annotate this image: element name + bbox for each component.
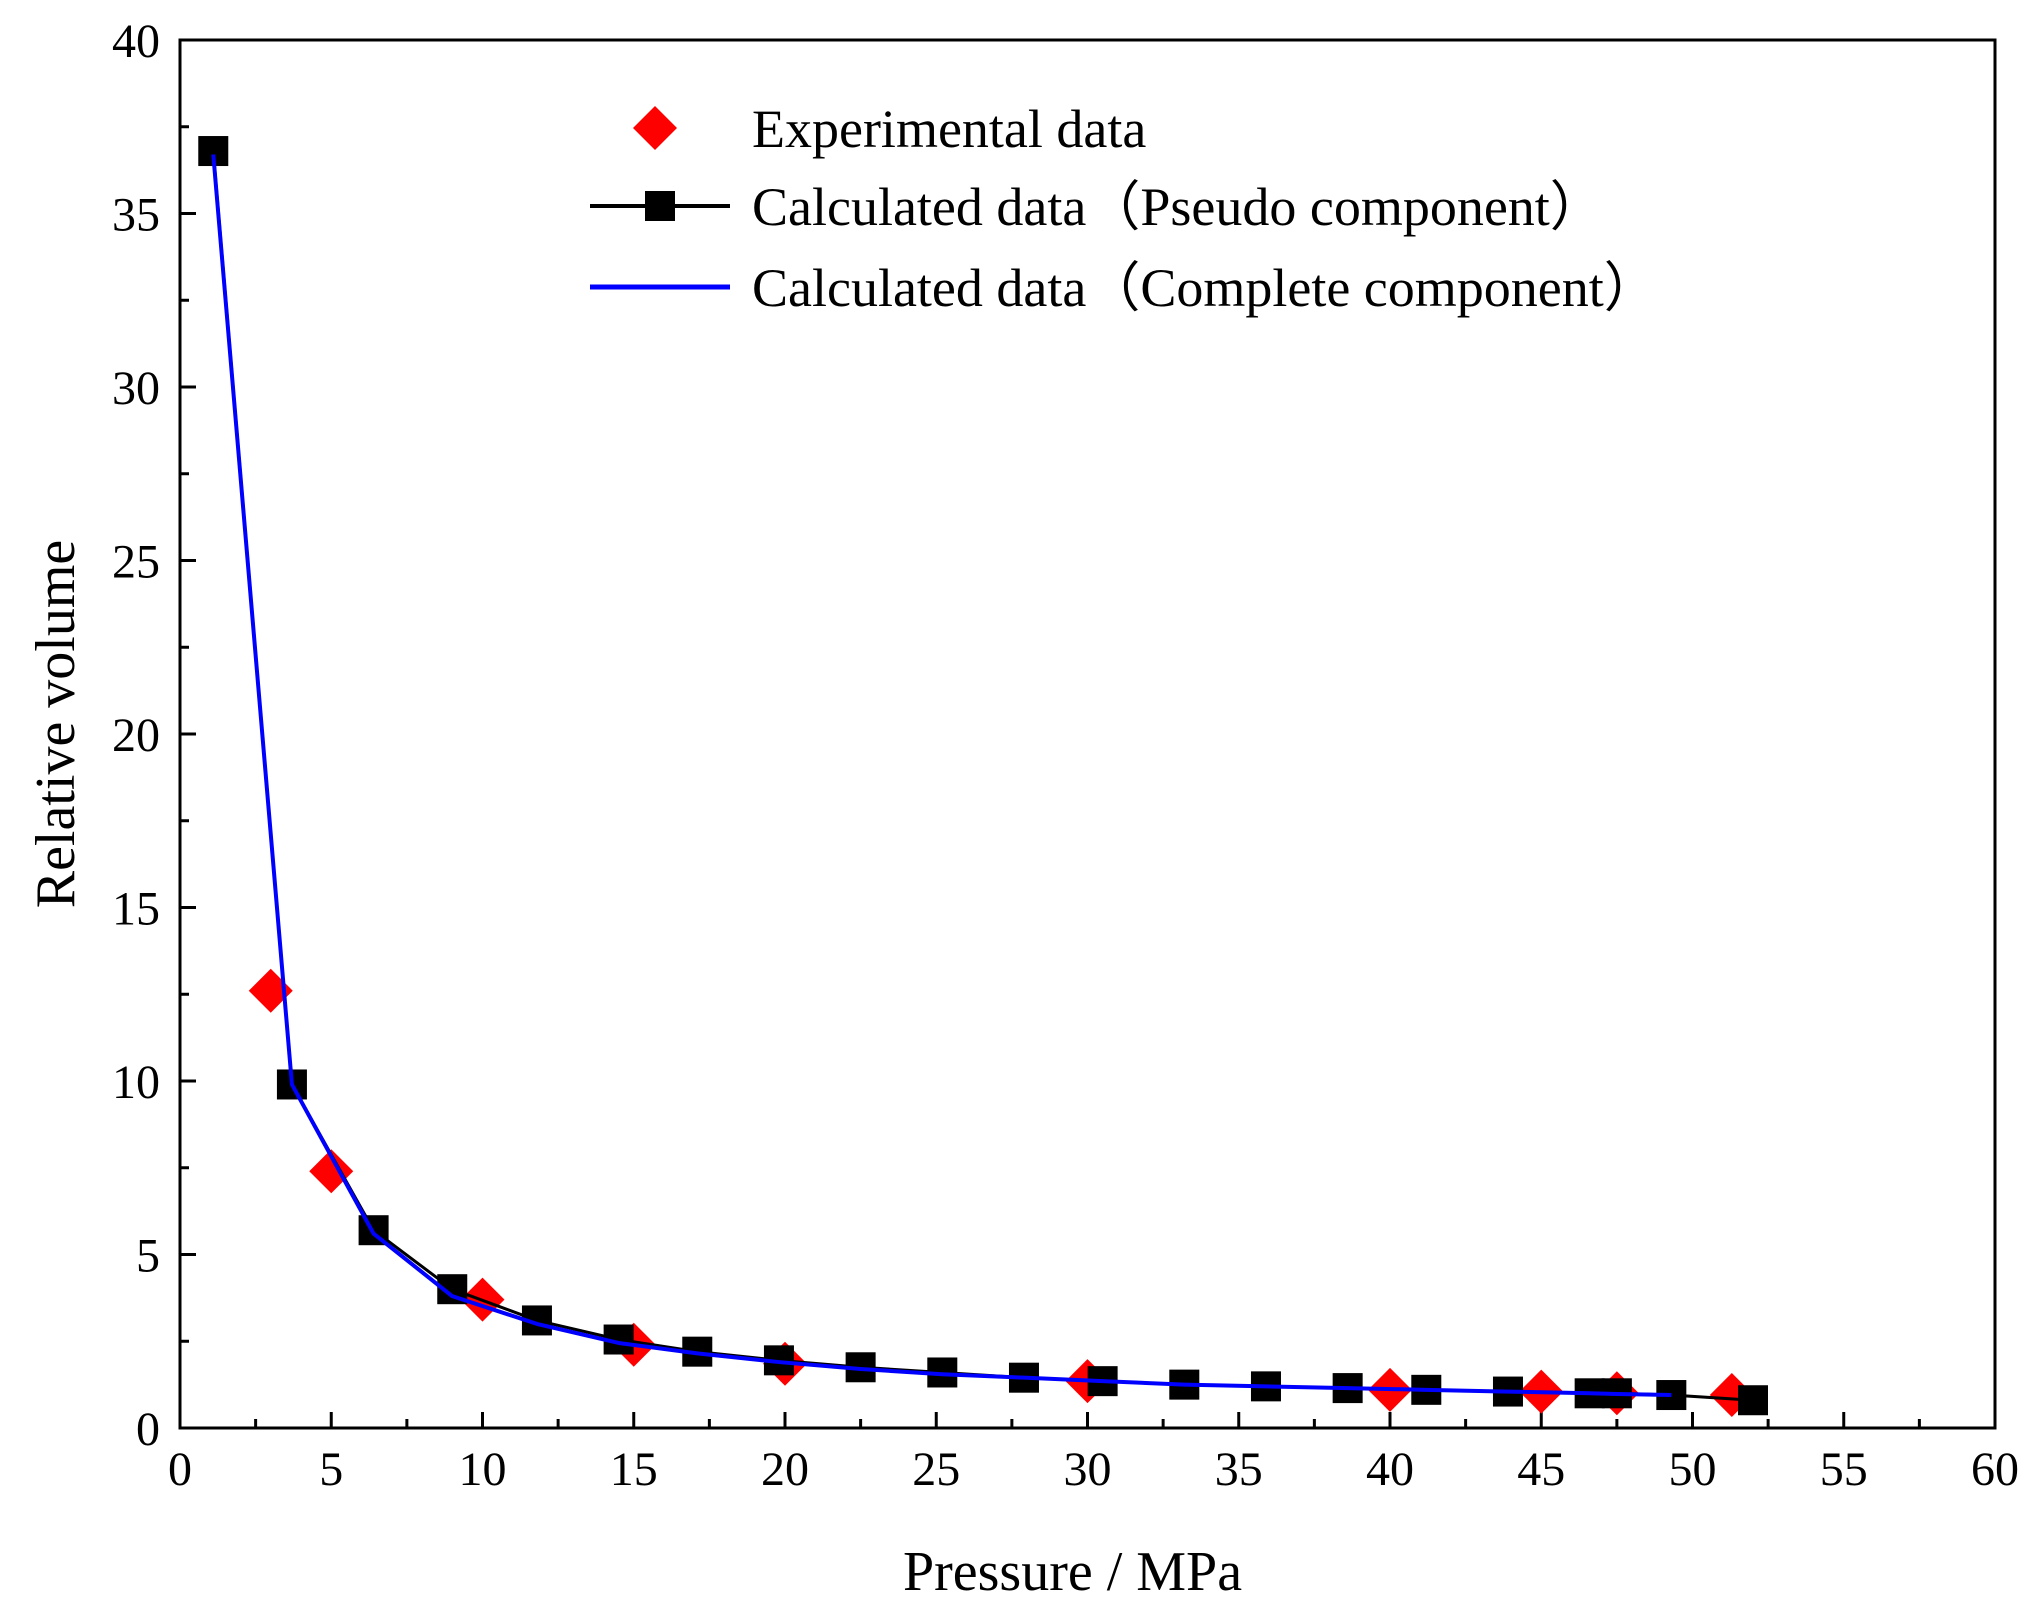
x-tick-label: 15 [610,1443,658,1496]
experimental-point [309,1149,354,1194]
x-tick-label: 50 [1669,1443,1717,1496]
series-layer [198,136,1768,1418]
y-tick-label: 0 [136,1403,160,1456]
x-tick-label: 20 [761,1443,809,1496]
y-tick-label: 5 [136,1230,160,1283]
x-tick-label: 10 [459,1443,507,1496]
x-tick-label: 30 [1064,1443,1112,1496]
x-tick-label: 0 [168,1443,192,1496]
x-tick-label: 45 [1517,1443,1565,1496]
y-tick-label: 20 [112,709,160,762]
y-tick-label: 10 [112,1056,160,1109]
y-tick-label: 25 [112,536,160,589]
y-tick-label: 30 [112,362,160,415]
plot-frame [178,38,1997,1430]
legend-label-pseudo: Calculated data（Pseudo component） [752,177,1604,237]
legend: Experimental data Calculated data（Pseudo … [590,99,1658,318]
legend-marker-experimental [633,106,677,150]
x-tick-label: 25 [912,1443,960,1496]
x-tick-label: 5 [319,1443,343,1496]
x-tick-label: 40 [1366,1443,1414,1496]
legend-label-experimental: Experimental data [752,99,1146,159]
x-tick-label: 60 [1971,1443,2019,1496]
legend-marker-pseudo [645,191,675,221]
y-tick-label: 15 [112,883,160,936]
x-tick-label: 55 [1820,1443,1868,1496]
pseudo-component-point [1738,1385,1768,1416]
legend-label-complete: Calculated data（Complete component） [752,258,1658,318]
x-axis-title: Pressure / MPa [903,1541,1242,1603]
y-tick-label: 40 [112,15,160,68]
axes: 0 5 10 15 20 25 30 35 40 45 50 55 60 0 5 10 15 20 25 30 35 40 [112,15,2019,1496]
x-tick-label: 35 [1215,1443,1263,1496]
complete-component-line [211,154,1672,1398]
y-tick-label: 35 [112,189,160,242]
y-axis-title: Relative volume [25,540,87,909]
pseudo-component-line [211,150,1754,1402]
